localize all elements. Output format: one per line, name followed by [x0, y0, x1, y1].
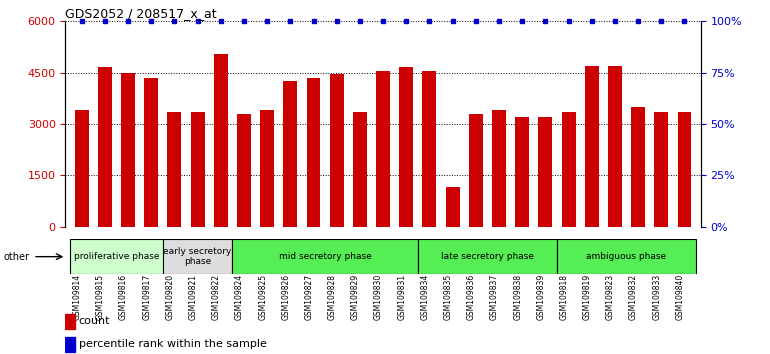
Text: GSM109830: GSM109830 [374, 274, 383, 320]
Text: GSM109818: GSM109818 [560, 274, 568, 320]
Bar [260, 110, 274, 227]
Text: GSM109821: GSM109821 [189, 274, 198, 320]
Text: GSM109819: GSM109819 [583, 274, 591, 320]
Text: GSM109825: GSM109825 [258, 274, 267, 320]
Text: GSM109826: GSM109826 [281, 274, 290, 320]
Text: GSM109832: GSM109832 [629, 274, 638, 320]
Bar [65, 337, 75, 352]
Bar [144, 78, 158, 227]
Bar [492, 110, 506, 227]
Text: GSM109814: GSM109814 [72, 274, 82, 320]
Bar [191, 112, 205, 227]
Text: proliferative phase: proliferative phase [74, 252, 159, 261]
Bar [423, 71, 437, 227]
Bar [70, 239, 162, 274]
Bar [214, 54, 228, 227]
Text: GSM109833: GSM109833 [652, 274, 661, 320]
Text: GSM109816: GSM109816 [119, 274, 128, 320]
Bar [400, 67, 413, 227]
Text: GSM109835: GSM109835 [444, 274, 453, 320]
Text: percentile rank within the sample: percentile rank within the sample [79, 339, 266, 349]
Bar [65, 314, 75, 329]
Text: GSM109839: GSM109839 [537, 274, 545, 320]
Text: GSM109824: GSM109824 [235, 274, 244, 320]
Text: GSM109834: GSM109834 [420, 274, 430, 320]
Bar [631, 107, 645, 227]
Text: GSM109827: GSM109827 [304, 274, 313, 320]
Bar [353, 112, 367, 227]
Bar [306, 78, 320, 227]
Bar [678, 112, 691, 227]
Bar [584, 66, 599, 227]
Bar [557, 239, 696, 274]
Bar [98, 67, 112, 227]
Bar [283, 81, 297, 227]
Text: GDS2052 / 208517_x_at: GDS2052 / 208517_x_at [65, 7, 217, 20]
Bar [75, 110, 89, 227]
Bar [654, 112, 668, 227]
Text: GSM109823: GSM109823 [606, 274, 615, 320]
Bar [376, 71, 390, 227]
Bar [233, 239, 418, 274]
Text: GSM109828: GSM109828 [328, 274, 336, 320]
Text: GSM109837: GSM109837 [490, 274, 499, 320]
Text: GSM109820: GSM109820 [166, 274, 175, 320]
Bar [561, 112, 575, 227]
Text: GSM109815: GSM109815 [95, 274, 105, 320]
Bar [446, 187, 460, 227]
Bar [162, 239, 233, 274]
Text: GSM109822: GSM109822 [212, 274, 221, 320]
Text: GSM109829: GSM109829 [351, 274, 360, 320]
Text: late secretory phase: late secretory phase [441, 252, 534, 261]
Text: GSM109838: GSM109838 [513, 274, 522, 320]
Text: early secretory
phase: early secretory phase [163, 247, 232, 266]
Text: count: count [79, 316, 110, 326]
Bar [121, 73, 135, 227]
Text: GSM109840: GSM109840 [675, 274, 685, 320]
Bar [608, 66, 622, 227]
Text: GSM109836: GSM109836 [467, 274, 476, 320]
Bar [538, 117, 552, 227]
Bar [515, 117, 529, 227]
Bar [418, 239, 557, 274]
Text: mid secretory phase: mid secretory phase [279, 252, 371, 261]
Text: ambiguous phase: ambiguous phase [587, 252, 667, 261]
Text: GSM109831: GSM109831 [397, 274, 407, 320]
Text: other: other [4, 252, 30, 262]
Bar [330, 74, 343, 227]
Bar [469, 114, 483, 227]
Bar [167, 112, 182, 227]
Bar [237, 114, 251, 227]
Text: GSM109817: GSM109817 [142, 274, 151, 320]
